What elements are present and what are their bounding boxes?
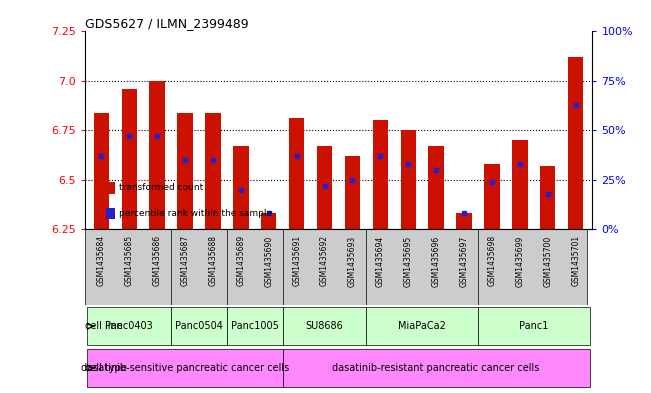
Bar [233,146,249,229]
Text: GSM1435690: GSM1435690 [264,235,273,286]
Bar [106,208,115,219]
Text: transformed count: transformed count [119,183,203,192]
Bar [428,146,444,229]
Bar [283,349,590,387]
Text: GSM1435687: GSM1435687 [180,235,189,286]
Bar [345,156,360,229]
Text: GSM1435694: GSM1435694 [376,235,385,286]
Bar [227,307,283,345]
Text: Panc0504: Panc0504 [175,321,223,331]
Text: GSM1435693: GSM1435693 [348,235,357,286]
Text: GSM1435699: GSM1435699 [516,235,524,286]
Text: dasatinib-sensitive pancreatic cancer cells: dasatinib-sensitive pancreatic cancer ce… [81,363,289,373]
Text: GSM1435692: GSM1435692 [320,235,329,286]
Text: GSM1435698: GSM1435698 [488,235,497,286]
Bar [283,307,367,345]
Text: percentile rank within the sample: percentile rank within the sample [119,209,272,218]
Bar [289,118,304,229]
Text: dasatinib-resistant pancreatic cancer cells: dasatinib-resistant pancreatic cancer ce… [333,363,540,373]
Bar [478,307,590,345]
Bar [456,213,472,229]
Bar [540,166,555,229]
Text: GSM1435691: GSM1435691 [292,235,301,286]
Bar [150,81,165,229]
Text: cell type: cell type [85,363,127,373]
Text: Panc0403: Panc0403 [105,321,153,331]
Text: Panc1: Panc1 [519,321,549,331]
Text: GSM1435684: GSM1435684 [97,235,106,286]
Text: GSM1435700: GSM1435700 [544,235,552,286]
Text: cell line: cell line [85,321,123,331]
Bar [177,112,193,229]
Bar [87,349,283,387]
Bar [205,112,221,229]
Bar [87,307,171,345]
Bar [122,89,137,229]
Bar [317,146,332,229]
Bar [367,307,478,345]
Text: GSM1435689: GSM1435689 [236,235,245,286]
Text: SU8686: SU8686 [306,321,344,331]
Bar [106,182,115,194]
Bar [400,130,416,229]
Text: GSM1435696: GSM1435696 [432,235,441,286]
Bar [94,112,109,229]
Bar [568,57,583,229]
Bar [512,140,527,229]
Text: GSM1435685: GSM1435685 [125,235,133,286]
Bar [171,307,227,345]
Text: MiaPaCa2: MiaPaCa2 [398,321,446,331]
Text: GSM1435686: GSM1435686 [153,235,161,286]
Text: GSM1435697: GSM1435697 [460,235,469,286]
Text: GSM1435695: GSM1435695 [404,235,413,286]
Bar [372,121,388,229]
Bar [261,213,277,229]
Text: GDS5627 / ILMN_2399489: GDS5627 / ILMN_2399489 [85,17,248,30]
Text: GSM1435701: GSM1435701 [571,235,580,286]
Text: GSM1435688: GSM1435688 [208,235,217,286]
Text: Panc1005: Panc1005 [231,321,279,331]
Bar [484,164,499,229]
